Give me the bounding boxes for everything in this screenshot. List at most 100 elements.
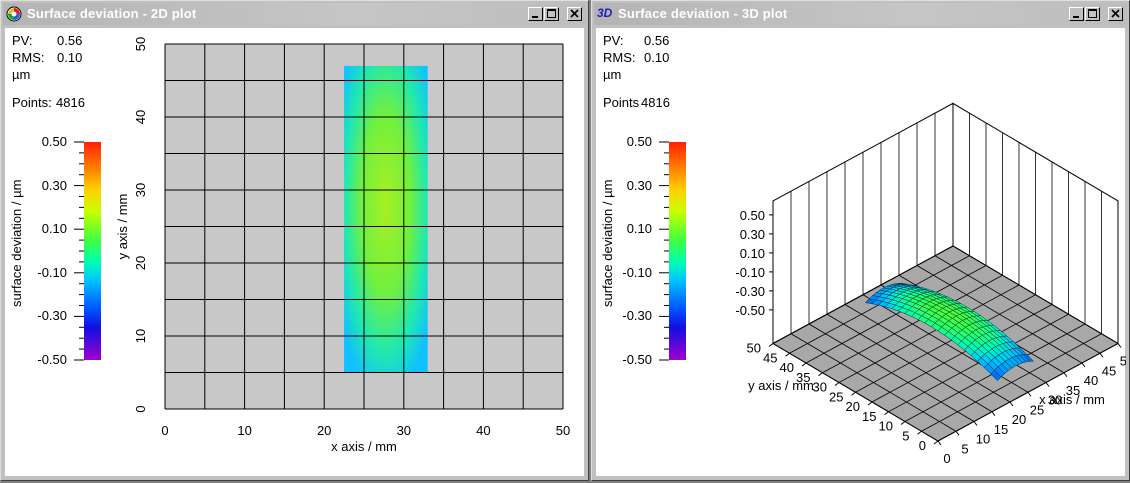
colorbar-tick-label: 0.50 bbox=[626, 134, 652, 149]
y-tick bbox=[834, 382, 840, 386]
x-tick bbox=[1099, 352, 1104, 358]
y-tick bbox=[768, 343, 774, 347]
colorbar-label: surface deviation / µm bbox=[9, 179, 24, 307]
x-tick bbox=[937, 440, 942, 446]
rms-value: 0.10 bbox=[57, 50, 83, 65]
y-tick bbox=[785, 352, 790, 357]
x-tick-label: 20 bbox=[1012, 412, 1026, 427]
window-3d-plot: 3D Surface deviation - 3D plot PV: 0.56 … bbox=[591, 0, 1130, 481]
y-tick bbox=[818, 372, 823, 377]
y-tick bbox=[851, 391, 856, 396]
y-tick bbox=[801, 362, 807, 367]
y-tick-label: 50 bbox=[747, 341, 761, 356]
colorbar-tick-label: 0.30 bbox=[626, 177, 652, 193]
x-axis-label: x axis / mm bbox=[331, 439, 397, 454]
minimize-icon bbox=[532, 16, 538, 18]
z-tick-label: 0.50 bbox=[740, 208, 765, 223]
y-tick-label: 45 bbox=[763, 350, 777, 365]
y-tick-label: 30 bbox=[813, 380, 827, 395]
colorbar-tick-label: 0.50 bbox=[41, 134, 67, 149]
minimize-button[interactable] bbox=[1069, 7, 1084, 21]
color-scale-bar bbox=[669, 142, 686, 360]
rms-label: RMS: bbox=[603, 50, 636, 65]
close-button[interactable] bbox=[567, 7, 582, 21]
z-tick-label: 0.30 bbox=[740, 227, 765, 242]
y-tick-label: 15 bbox=[862, 409, 876, 424]
floor-grid-line bbox=[822, 274, 1003, 374]
floor-grid-line bbox=[772, 245, 954, 344]
y-axis-label: y axis / mm bbox=[115, 194, 130, 260]
mesh-cell bbox=[1022, 354, 1034, 362]
x-tick-label: 40 bbox=[1084, 373, 1098, 388]
z-tick-label: 0.10 bbox=[740, 246, 765, 261]
color-scale-ticks bbox=[659, 141, 669, 361]
rms-label: RMS: bbox=[12, 50, 45, 65]
y-tick-label: 30 bbox=[133, 183, 148, 197]
colorbar-tick-label: 0.30 bbox=[41, 177, 67, 193]
title-bar[interactable]: 3D Surface deviation - 3D plot bbox=[594, 3, 1127, 25]
colorbar-tick-label: -0.50 bbox=[37, 352, 67, 367]
x-tick-label: 10 bbox=[237, 423, 251, 438]
x-tick-label: 30 bbox=[1048, 393, 1062, 408]
2d-plot: 0 10 20 30 40 50 0 10 20 30 40 50 x axis / mm y axis … bbox=[115, 37, 570, 454]
y-tick-label: 10 bbox=[879, 419, 893, 434]
plot-area-2d: PV: 0.56 RMS: 0.10 µm Points: 4816 0.50 0… bbox=[5, 28, 584, 476]
pv-value: 0.56 bbox=[644, 33, 670, 48]
y-tick-label: 50 bbox=[133, 37, 148, 51]
close-icon bbox=[570, 9, 579, 18]
x-tick bbox=[1063, 372, 1068, 378]
points-value: 4816 bbox=[56, 95, 85, 110]
points-value: 4816 bbox=[641, 95, 670, 110]
y-axis-label: y axis / mm bbox=[748, 378, 814, 393]
close-icon bbox=[1111, 9, 1120, 18]
unit-label: µm bbox=[603, 67, 622, 82]
x-tick bbox=[955, 430, 960, 436]
x-tick-label: 15 bbox=[994, 422, 1008, 437]
x-tick-label: 5 bbox=[961, 441, 968, 456]
y-tick bbox=[884, 411, 889, 416]
title-bar[interactable]: Surface deviation - 2D plot bbox=[3, 3, 586, 25]
colorbar-tick-label: 0.10 bbox=[626, 221, 652, 237]
rms-value: 0.10 bbox=[644, 50, 670, 65]
y-tick-label: 20 bbox=[846, 399, 860, 414]
z-tick-label: -0.10 bbox=[735, 265, 765, 280]
3d-plot: 0.500.300.10-0.10-0.30-0.500510152025303… bbox=[735, 102, 1126, 466]
floor-grid-line bbox=[855, 294, 1036, 393]
colorbar-label: surface deviation / µm bbox=[600, 179, 615, 307]
x-tick-label: 45 bbox=[1102, 363, 1116, 378]
floor-grid-line bbox=[934, 255, 1101, 354]
maximize-button[interactable] bbox=[1085, 7, 1100, 21]
minimize-button[interactable] bbox=[528, 7, 543, 21]
plot-area-3d: PV: 0.56 RMS: 0.10 µm Points 4816 0.50 0.… bbox=[596, 28, 1126, 476]
maximize-icon bbox=[1088, 9, 1097, 18]
y-tick-label: 0 bbox=[919, 438, 926, 453]
x-tick bbox=[973, 421, 978, 426]
colorbar-tick-label: -0.30 bbox=[37, 308, 67, 324]
colorbar-tick-label: -0.10 bbox=[622, 264, 652, 280]
z-tick-label: -0.50 bbox=[735, 303, 765, 318]
x-tick bbox=[1027, 391, 1032, 397]
x-tick bbox=[1045, 382, 1050, 387]
y-tick bbox=[933, 440, 939, 445]
y-tick-label: 0 bbox=[133, 405, 148, 412]
floor-grid-line bbox=[805, 265, 987, 364]
surface-deviation-map bbox=[344, 65, 428, 373]
maximize-button[interactable] bbox=[544, 7, 559, 21]
colorbar-tick-label: -0.30 bbox=[622, 308, 652, 324]
y-tick-label: 5 bbox=[902, 428, 909, 443]
y-tick-label: 20 bbox=[133, 256, 148, 270]
close-button[interactable] bbox=[1108, 7, 1123, 21]
y-tick-label: 10 bbox=[133, 329, 148, 343]
points-label: Points: bbox=[12, 95, 52, 110]
surface-deviation-mesh bbox=[864, 282, 1034, 382]
x-tick-label: 40 bbox=[476, 423, 490, 438]
x-tick-label: 35 bbox=[1066, 383, 1080, 398]
maximize-icon bbox=[547, 9, 556, 18]
floor-grid-line bbox=[952, 245, 1119, 344]
window-title: Surface deviation - 3D plot bbox=[618, 6, 788, 21]
multicolor-ring-icon bbox=[6, 6, 22, 22]
floor-grid-line bbox=[916, 265, 1083, 364]
y-tick bbox=[917, 430, 922, 435]
x-axis-label: x axis / mm bbox=[1039, 392, 1105, 407]
x-tick-label: 50 bbox=[556, 423, 570, 438]
